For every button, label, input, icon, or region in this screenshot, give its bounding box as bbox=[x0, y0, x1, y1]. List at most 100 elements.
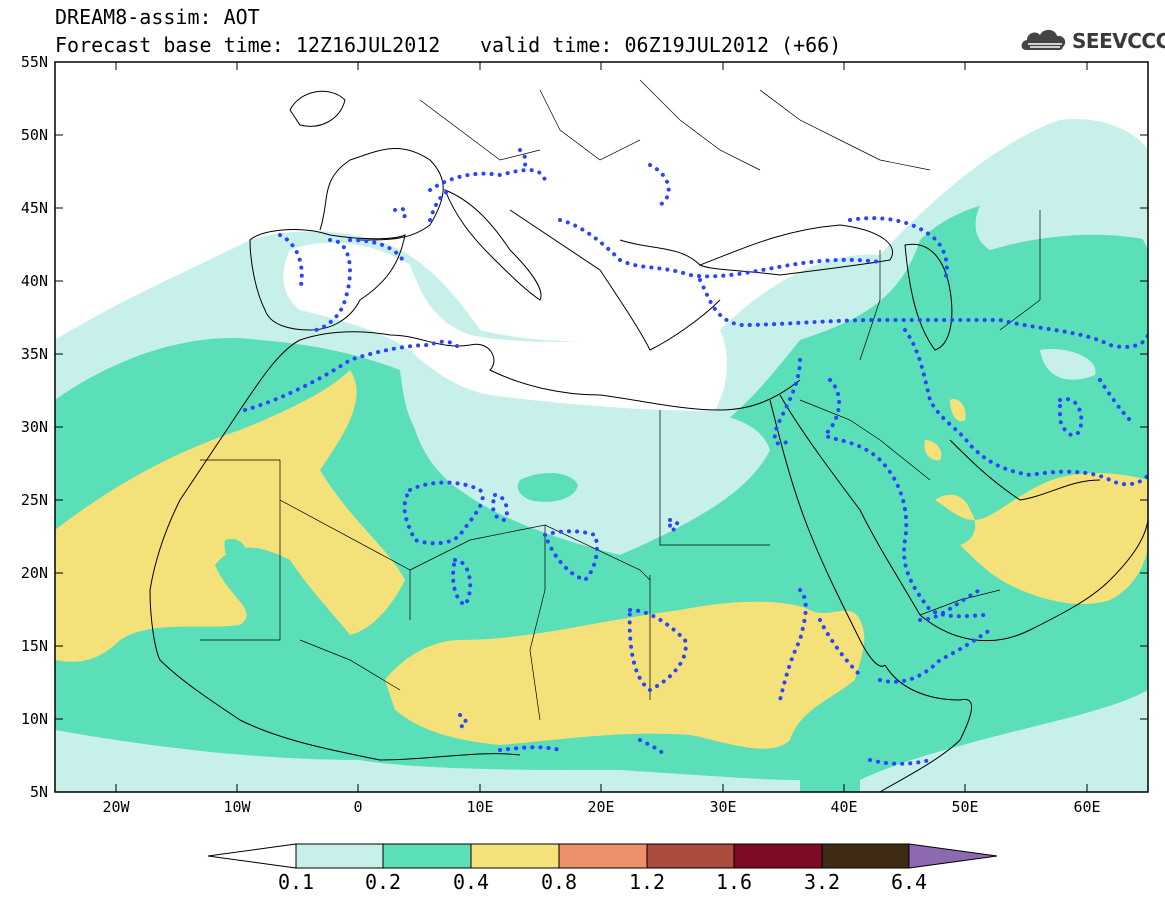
coast-west-africa bbox=[149, 409, 521, 761]
colorbar-bin-4 bbox=[558, 843, 648, 869]
border-niger-chad bbox=[529, 525, 546, 721]
green-patch bbox=[517, 473, 578, 502]
colorbar-bin-2 bbox=[382, 843, 472, 869]
lat-label-30n: 30N bbox=[20, 418, 48, 436]
coast-balkans-greece bbox=[509, 209, 721, 351]
lat-label-45n: 45N bbox=[20, 199, 48, 217]
aot-level-0.4-sahel bbox=[385, 601, 865, 749]
light-patch-iran bbox=[1040, 349, 1096, 380]
border-sahara-2 bbox=[200, 500, 281, 641]
aot-level-0.1-south bbox=[55, 730, 800, 792]
contour-arabia-north bbox=[772, 358, 992, 619]
border-europe-1 bbox=[419, 99, 541, 161]
aot-level-0.1-sahara-east bbox=[409, 380, 770, 555]
axis-ticks bbox=[55, 61, 1148, 792]
colorbar-label-0.4: 0.4 bbox=[452, 870, 490, 894]
contour-black-sea-north bbox=[848, 216, 949, 282]
border-egypt-libya bbox=[659, 410, 770, 546]
seevccc-logo: SEEVCCC bbox=[1018, 24, 1165, 58]
coast-italy bbox=[444, 189, 542, 301]
country-borders bbox=[200, 79, 1041, 721]
contour-turkey bbox=[698, 278, 1148, 349]
colorbar-bin-7 bbox=[821, 843, 910, 869]
lon-label-10w: 10W bbox=[223, 798, 251, 816]
contour-chad bbox=[627, 607, 688, 693]
border-europe-2 bbox=[539, 89, 641, 161]
border-yemen bbox=[919, 589, 1001, 616]
aot-level-0.4-sinai bbox=[924, 440, 942, 461]
contour-eritrea bbox=[778, 588, 862, 702]
logo-text: SEEVCCC bbox=[1072, 29, 1165, 53]
lat-label-50n: 50N bbox=[20, 126, 48, 144]
lat-label-40n: 40N bbox=[20, 272, 48, 290]
aot-level-0.4-west bbox=[55, 370, 405, 662]
coastlines bbox=[149, 90, 1148, 792]
lat-label-55n: 55N bbox=[20, 53, 48, 71]
contour-yemen bbox=[918, 588, 982, 622]
lat-label-5n: 5N bbox=[29, 783, 48, 801]
assimilation-contours bbox=[243, 148, 1148, 766]
border-arabia-2 bbox=[859, 250, 881, 361]
lon-label-40e: 40E bbox=[830, 798, 858, 816]
coast-caspian bbox=[904, 243, 953, 351]
contour-iran bbox=[903, 328, 1148, 487]
border-iran bbox=[999, 210, 1041, 331]
lat-label-10n: 10N bbox=[20, 710, 48, 728]
coast-north-africa bbox=[239, 331, 801, 411]
colorbar bbox=[207, 843, 998, 869]
colorbar-above-arrow bbox=[908, 843, 998, 869]
contour-balkans bbox=[558, 218, 882, 279]
border-europe-3 bbox=[639, 79, 761, 171]
colorbar-label-3.2: 3.2 bbox=[803, 870, 841, 894]
colorbar-label-6.4: 6.4 bbox=[890, 870, 928, 894]
coast-horn-africa bbox=[879, 664, 973, 792]
aot-level-0.1-arabia bbox=[975, 143, 1148, 250]
colorbar-bin-1 bbox=[295, 843, 384, 869]
colorbar-label-0.8: 0.8 bbox=[540, 870, 578, 894]
lon-label-20w: 20W bbox=[102, 798, 130, 816]
lon-label-0: 0 bbox=[353, 798, 363, 816]
colorbar-bin-6 bbox=[733, 843, 823, 869]
aot-level-0.4-gulf bbox=[950, 399, 966, 422]
lon-label-10e: 10E bbox=[466, 798, 494, 816]
colorbar-label-0.2: 0.2 bbox=[364, 870, 402, 894]
contour-sahara-2 bbox=[491, 492, 509, 523]
clear-med bbox=[283, 242, 727, 412]
lat-label-35n: 35N bbox=[20, 345, 48, 363]
coast-red-sea bbox=[769, 394, 921, 667]
contour-ethiopia bbox=[498, 738, 667, 757]
aot-field bbox=[55, 62, 1148, 792]
contour-carpathians bbox=[518, 148, 671, 207]
colorbar-label-1.6: 1.6 bbox=[715, 870, 753, 894]
coast-france-uk bbox=[289, 90, 444, 241]
contour-iberia bbox=[278, 233, 407, 332]
lat-label-20n: 20N bbox=[20, 564, 48, 582]
coast-iberia bbox=[249, 229, 406, 331]
coast-arabia bbox=[919, 439, 1148, 642]
border-mali bbox=[299, 639, 401, 691]
forecast-base-time: Forecast base time: 12Z16JUL2012 bbox=[55, 33, 441, 57]
border-europe-4 bbox=[759, 89, 931, 171]
aot-level-0.1-horn bbox=[860, 690, 1148, 792]
map-title: DREAM8-assim: AOT bbox=[55, 5, 260, 29]
lat-label-15n: 15N bbox=[20, 637, 48, 655]
contour-horn bbox=[878, 628, 992, 684]
colorbar-bin-5 bbox=[646, 843, 735, 869]
colorbar-label-0.1: 0.1 bbox=[277, 870, 315, 894]
border-arabia-1 bbox=[799, 399, 931, 481]
lon-label-50e: 50E bbox=[951, 798, 979, 816]
valid-time: valid time: 06Z19JUL2012 (+66) bbox=[480, 33, 842, 57]
contour-southwest bbox=[458, 713, 468, 729]
lat-label-25n: 25N bbox=[20, 491, 48, 509]
aot-level-0.4-arabia bbox=[935, 473, 1148, 605]
lon-label-30e: 30E bbox=[709, 798, 737, 816]
contour-north-africa bbox=[243, 339, 462, 412]
lon-label-60e: 60E bbox=[1073, 798, 1101, 816]
colorbar-bin-3 bbox=[470, 843, 560, 869]
contour-france bbox=[393, 168, 547, 222]
cloud-icon bbox=[1021, 29, 1066, 50]
colorbar-below-arrow bbox=[207, 843, 297, 869]
lon-label-20e: 20E bbox=[587, 798, 615, 816]
green-island-mauritania bbox=[224, 538, 247, 564]
